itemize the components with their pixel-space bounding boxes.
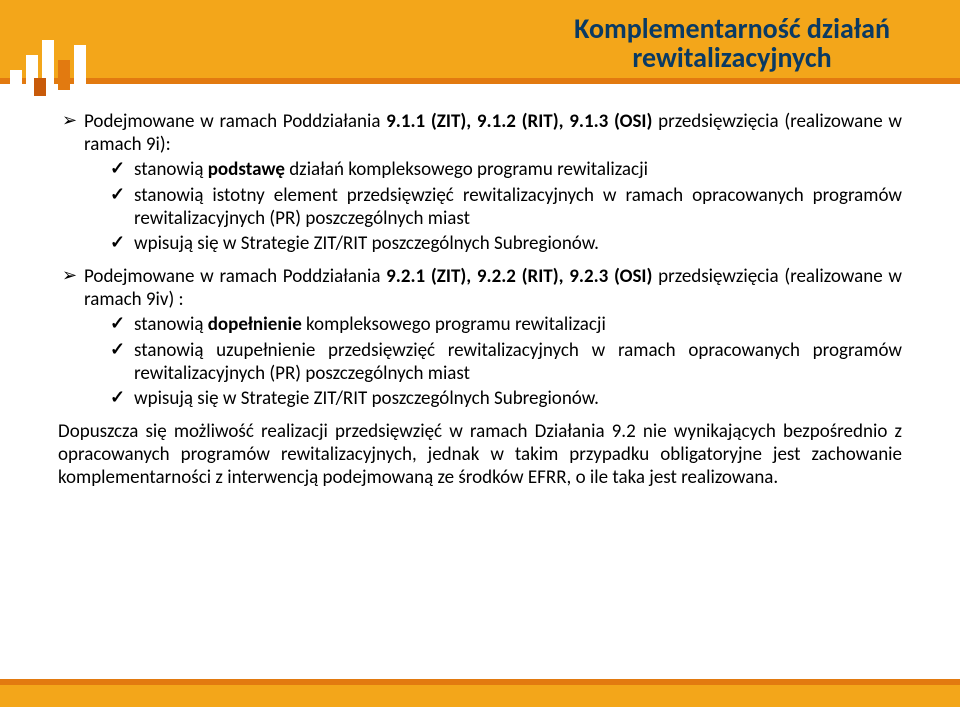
section-2-bullets: stanowią dopełnienie kompleksowego progr… [62,313,902,410]
lead-prefix: Podejmowane w ramach Poddziałania [84,265,386,288]
lead-prefix: Podejmowane w ramach Poddziałania [84,110,386,133]
header-stripe [0,78,960,84]
bullet-pre: stanowią uzupełnienie przedsięwzięć rewi… [134,339,902,385]
content-area: Podejmowane w ramach Poddziałania 9.1.1 … [58,110,902,500]
bullet-pre: wpisują się w Strategie ZIT/RIT poszczeg… [134,387,599,410]
bullet-pre: stanowią [134,158,208,181]
bullet-bold: dopełnienie [208,313,302,336]
footer-band [0,685,960,707]
list-item: wpisują się w Strategie ZIT/RIT poszczeg… [110,232,902,255]
bullet-post: kompleksowego programu rewitalizacji [302,313,606,336]
title-line-1: Komplementarność działań [574,14,890,43]
bullet-post: działań kompleksowego programu rewitaliz… [285,158,648,181]
bullet-pre: stanowią [134,313,208,336]
list-item: stanowią dopełnienie kompleksowego progr… [110,313,902,336]
section-2: Podejmowane w ramach Poddziałania 9.2.1 … [58,265,902,410]
footer-paragraph: Dopuszcza się możliwość realizacji przed… [58,420,902,490]
list-item: stanowią podstawę działań kompleksowego … [110,158,902,181]
bullet-bold: podstawę [208,158,285,181]
section-2-lead: Podejmowane w ramach Poddziałania 9.2.1 … [62,265,902,311]
section-1-lead: Podejmowane w ramach Poddziałania 9.1.1 … [62,110,902,156]
section-1: Podejmowane w ramach Poddziałania 9.1.1 … [58,110,902,255]
title-line-2: rewitalizacyjnych [574,43,890,72]
bullet-pre: stanowią istotny element przedsięwzięć r… [134,184,902,230]
list-item: stanowią uzupełnienie przedsięwzięć rewi… [110,339,902,385]
list-item: wpisują się w Strategie ZIT/RIT poszczeg… [110,387,902,410]
page-title: Komplementarność działań rewitalizacyjny… [574,14,890,73]
lead-bold: 9.2.1 (ZIT), 9.2.2 (RIT), 9.2.3 (OSI) [386,265,652,288]
bullet-pre: wpisują się w Strategie ZIT/RIT poszczeg… [134,232,599,255]
lead-bold: 9.1.1 (ZIT), 9.1.2 (RIT), 9.1.3 (OSI) [386,110,652,133]
footer-stripe [0,679,960,685]
section-1-bullets: stanowią podstawę działań kompleksowego … [62,158,902,255]
list-item: stanowią istotny element przedsięwzięć r… [110,184,902,230]
